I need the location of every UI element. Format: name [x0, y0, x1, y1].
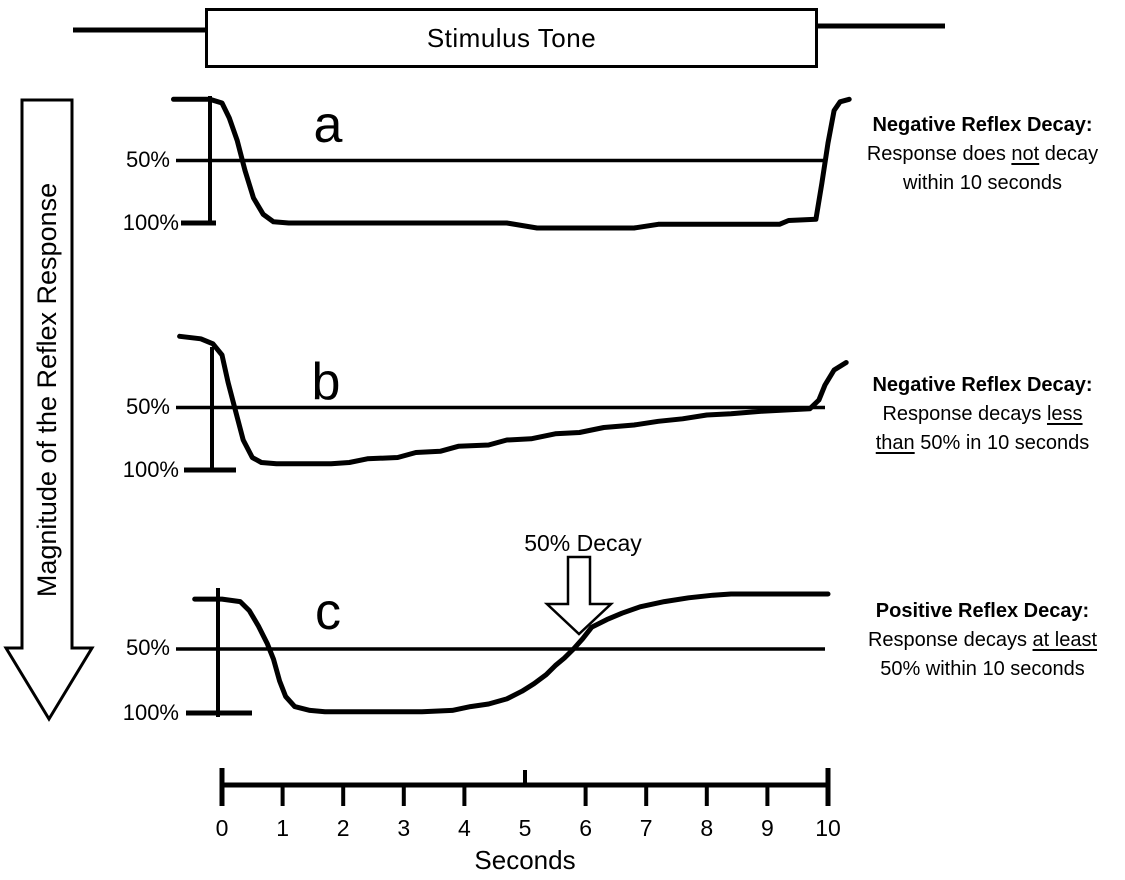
time-tick-label-3: 3: [397, 815, 411, 841]
time-tick-label-8: 8: [700, 815, 714, 841]
panel-a-response-curve: [171, 96, 852, 231]
text-run: Response decays: [882, 403, 1047, 425]
panel-c-annotation-title: Positive Reflex Decay:: [875, 600, 1090, 622]
panel-c-response-curve: [192, 591, 831, 715]
text-run: less: [1046, 403, 1083, 425]
panel-a-annotation-title: Negative Reflex Decay:: [872, 114, 1093, 136]
panel-c-100pct-label: 100%: [122, 700, 179, 725]
stimulus-tone-box: Stimulus Tone: [205, 8, 818, 68]
panel-c-annotation-line3: 50% within 10 seconds: [840, 655, 1125, 684]
panel-b-annotation-line2: Response decays less: [840, 400, 1125, 429]
panel-c-letter: c: [315, 583, 341, 641]
panel-c-50pct-label: 50%: [125, 635, 170, 660]
panel-b-100pct-label: 100%: [122, 457, 179, 482]
time-tick-label-10: 10: [815, 815, 841, 841]
panel-a-annotation-line3: within 10 seconds: [840, 169, 1125, 198]
panel-a-annotation-line2: Response does not decay: [840, 140, 1125, 169]
panel-b-letter: b: [311, 353, 341, 411]
text-run: within 10 seconds: [903, 172, 1062, 194]
decay-marker-arrow: [543, 555, 615, 636]
panel-a-letter: a: [313, 96, 343, 154]
text-run: 50% in 10 seconds: [914, 432, 1090, 454]
text-run: decay: [1039, 143, 1099, 165]
decay-marker-label: 50% Decay: [524, 530, 642, 556]
text-run: Response decays: [867, 629, 1033, 651]
panel-a-50pct-label: 50%: [125, 147, 170, 172]
panel-b-50pct-label: 50%: [125, 394, 170, 419]
text-run: not: [1011, 143, 1040, 165]
panel-b-annotation: Negative Reflex Decay: Response decays l…: [840, 371, 1125, 458]
magnitude-down-arrow: [3, 98, 95, 722]
panel-c-annotation: Positive Reflex Decay: Response decays a…: [840, 597, 1125, 684]
panel-b-annotation-line3: than 50% in 10 seconds: [840, 429, 1125, 458]
magnitude-axis-label: Magnitude of the Reflex Response: [32, 182, 62, 598]
text-run: at least: [1032, 629, 1098, 651]
panel-a-100pct-label: 100%: [122, 210, 179, 235]
time-axis-title: Seconds: [474, 845, 576, 875]
text-run: 50% within 10 seconds: [880, 658, 1085, 680]
time-tick-label-4: 4: [457, 815, 471, 841]
stimulus-tone-label: Stimulus Tone: [426, 22, 597, 53]
time-tick-label-5: 5: [518, 815, 532, 841]
panel-c-annotation-line2: Response decays at least: [840, 626, 1125, 655]
text-run: than: [875, 432, 915, 454]
time-tick-label-1: 1: [276, 815, 289, 841]
text-run: Response does: [866, 143, 1012, 165]
time-tick-label-2: 2: [336, 815, 350, 841]
time-tick-label-9: 9: [760, 815, 774, 841]
time-tick-label-7: 7: [639, 815, 653, 841]
panel-b-response-curve: [177, 333, 849, 467]
time-tick-label-0: 0: [215, 815, 229, 841]
time-tick-label-6: 6: [579, 815, 592, 841]
panel-b-annotation-title: Negative Reflex Decay:: [872, 374, 1093, 396]
panel-a-annotation: Negative Reflex Decay: Response does not…: [840, 111, 1125, 198]
